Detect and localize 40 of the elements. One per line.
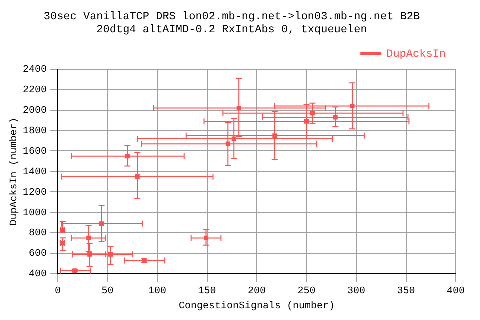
x-tick-label: 50	[102, 286, 114, 298]
x-tick-label: 350	[397, 286, 416, 298]
point	[232, 136, 236, 142]
y-tick-label: 1800	[22, 126, 48, 138]
point	[310, 111, 315, 116]
y-tick-label: 2200	[22, 86, 48, 96]
legend-label: DupAcksIn	[386, 48, 446, 61]
point	[88, 252, 92, 257]
point	[86, 236, 92, 240]
point	[333, 115, 338, 120]
x-tick-label: 200	[248, 286, 266, 298]
point	[108, 252, 114, 257]
x-tick-label: 100	[148, 286, 167, 298]
x-tick-label: 400	[446, 286, 466, 298]
chart-subtitle: 20dtg4 altAIMD-0.2 RxIntAbs 0, txqueuelen	[96, 24, 368, 37]
y-tick-label: 1000	[22, 208, 48, 220]
y-tick-label: 2000	[22, 106, 48, 117]
y-axis-title: DupAcksIn (number)	[8, 118, 21, 226]
y-tick-label: 800	[28, 228, 48, 240]
y-tick-label: 1200	[22, 188, 48, 199]
point	[135, 174, 140, 180]
x-tick-label: 300	[347, 286, 366, 298]
point	[125, 154, 130, 159]
y-tick-label: 2400	[22, 65, 48, 76]
x-tick-label: 250	[298, 286, 316, 298]
point	[350, 104, 355, 108]
x-axis-title: CongestionSignals (number)	[178, 300, 336, 313]
point	[204, 236, 209, 240]
point	[226, 142, 230, 146]
y-tick-label: 1400	[22, 167, 48, 178]
x-tick-label: 150	[198, 286, 216, 298]
point	[304, 119, 310, 124]
chart-title: 30sec VanillaTCP DRS lon02.mb-ng.net->lon03.mb-ng.net B2B	[44, 12, 421, 24]
y-tick-label: 400	[28, 270, 48, 281]
point	[236, 106, 242, 111]
point	[272, 134, 278, 138]
y-tick-label: 600	[28, 249, 48, 260]
y-tick-label: 1600	[22, 146, 48, 158]
point	[100, 222, 104, 226]
x-tick-label: 0	[54, 286, 62, 298]
